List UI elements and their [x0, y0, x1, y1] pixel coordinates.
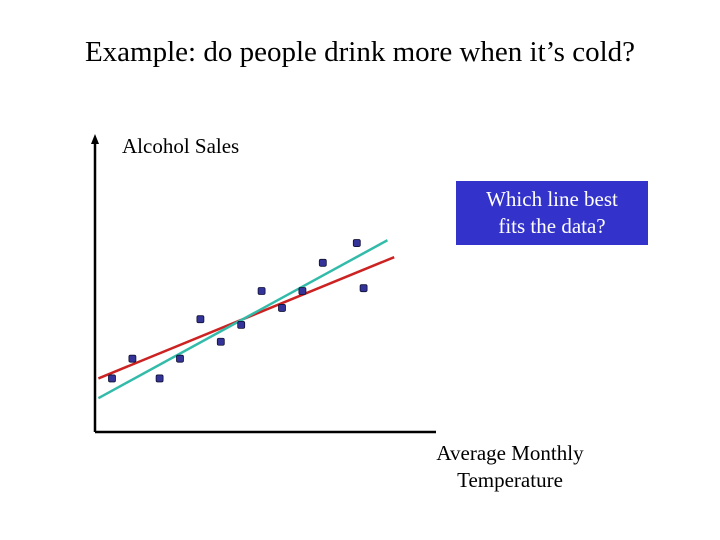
data-point-8: [257, 287, 266, 295]
data-point-5: [196, 315, 205, 324]
callout-line-1: Which line best: [486, 187, 618, 211]
data-point-11: [318, 258, 327, 267]
question-callout: Which line best fits the data?: [456, 181, 648, 245]
data-point-12: [352, 239, 361, 247]
data-point-6: [216, 337, 225, 346]
data-point-10: [298, 287, 307, 295]
fit-line-2: [97, 239, 388, 400]
data-point-1: [108, 374, 116, 383]
data-point-9: [278, 304, 286, 312]
y-axis-label: Alcohol Sales: [122, 134, 240, 158]
y-axis-arrow: [91, 134, 99, 144]
data-point-3: [155, 374, 164, 383]
x-axis-label-line-1: Average Monthly: [436, 441, 584, 465]
x-axis-label: Average Monthly Temperature: [412, 440, 608, 494]
data-point-4: [176, 354, 184, 363]
slide-title: Example: do people drink more when it’s …: [84, 36, 636, 68]
data-point-2: [128, 354, 137, 363]
x-axis-label-line-2: Temperature: [457, 468, 563, 492]
data-point-7: [237, 320, 246, 329]
callout-line-2: fits the data?: [498, 214, 606, 238]
data-points: [108, 239, 368, 383]
data-point-13: [359, 284, 368, 293]
fit-lines: [97, 239, 395, 400]
